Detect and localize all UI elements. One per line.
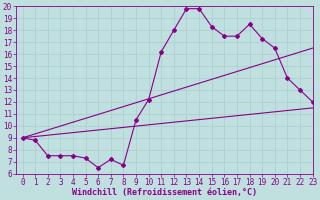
X-axis label: Windchill (Refroidissement éolien,°C): Windchill (Refroidissement éolien,°C) (72, 188, 257, 197)
